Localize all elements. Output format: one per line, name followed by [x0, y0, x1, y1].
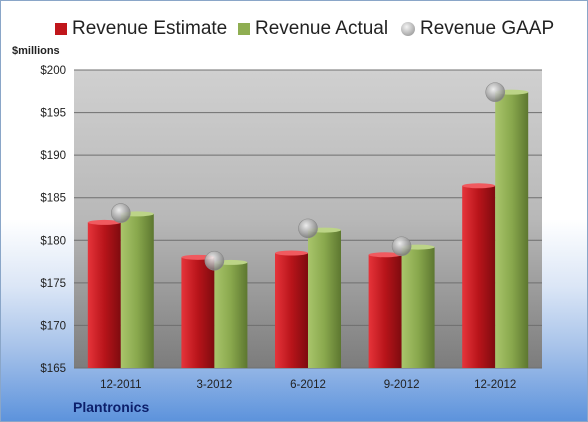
y-tick-label: $200	[40, 65, 66, 77]
legend-swatch-estimate	[55, 23, 67, 35]
bar-revenue-estimate	[462, 183, 496, 368]
y-axis-unit-label: $millions	[12, 45, 60, 57]
bar-revenue-actual	[308, 227, 341, 368]
legend-label-estimate: Revenue Estimate	[72, 18, 228, 39]
bar-revenue-actual	[495, 89, 529, 368]
y-tick-label: $165	[40, 363, 66, 375]
y-tick-label: $185	[40, 193, 66, 205]
marker-revenue-gaap	[298, 218, 318, 239]
marker-revenue-gaap	[391, 236, 412, 257]
bar-revenue-actual	[214, 259, 248, 368]
legend-item-actual: Revenue Actual	[238, 15, 388, 43]
y-tick-label: $175	[40, 278, 66, 290]
legend: Revenue Estimate Revenue Actual Revenue …	[1, 15, 587, 43]
y-tick-label: $180	[40, 235, 66, 247]
legend-swatch-actual	[238, 23, 250, 35]
bar-revenue-actual	[120, 211, 154, 368]
bar-revenue-estimate	[368, 252, 402, 368]
y-tick-label: $195	[40, 108, 66, 120]
legend-item-estimate: Revenue Estimate	[55, 15, 227, 43]
bar-revenue-estimate	[181, 254, 215, 368]
marker-revenue-gaap	[485, 82, 506, 102]
legend-label-gaap: Revenue GAAP	[420, 18, 555, 39]
marker-revenue-gaap	[204, 250, 225, 271]
bar-revenue-estimate	[275, 250, 308, 368]
x-tick-label: 12-2011	[100, 379, 141, 391]
company-name: Plantronics	[73, 399, 150, 415]
x-tick-label: 12-2012	[474, 379, 516, 391]
legend-item-gaap: Revenue GAAP	[401, 15, 554, 43]
bar-revenue-estimate	[87, 219, 121, 368]
x-tick-label: 6-2012	[290, 379, 326, 391]
legend-marker-gaap	[401, 22, 415, 36]
y-tick-label: $170	[40, 320, 66, 332]
x-tick-label: 3-2012	[196, 379, 232, 391]
legend-label-actual: Revenue Actual	[255, 18, 389, 39]
y-tick-label: $190	[40, 150, 66, 162]
bar-revenue-actual	[401, 244, 435, 368]
marker-revenue-gaap	[111, 203, 131, 223]
x-tick-label: 9-2012	[384, 379, 420, 391]
